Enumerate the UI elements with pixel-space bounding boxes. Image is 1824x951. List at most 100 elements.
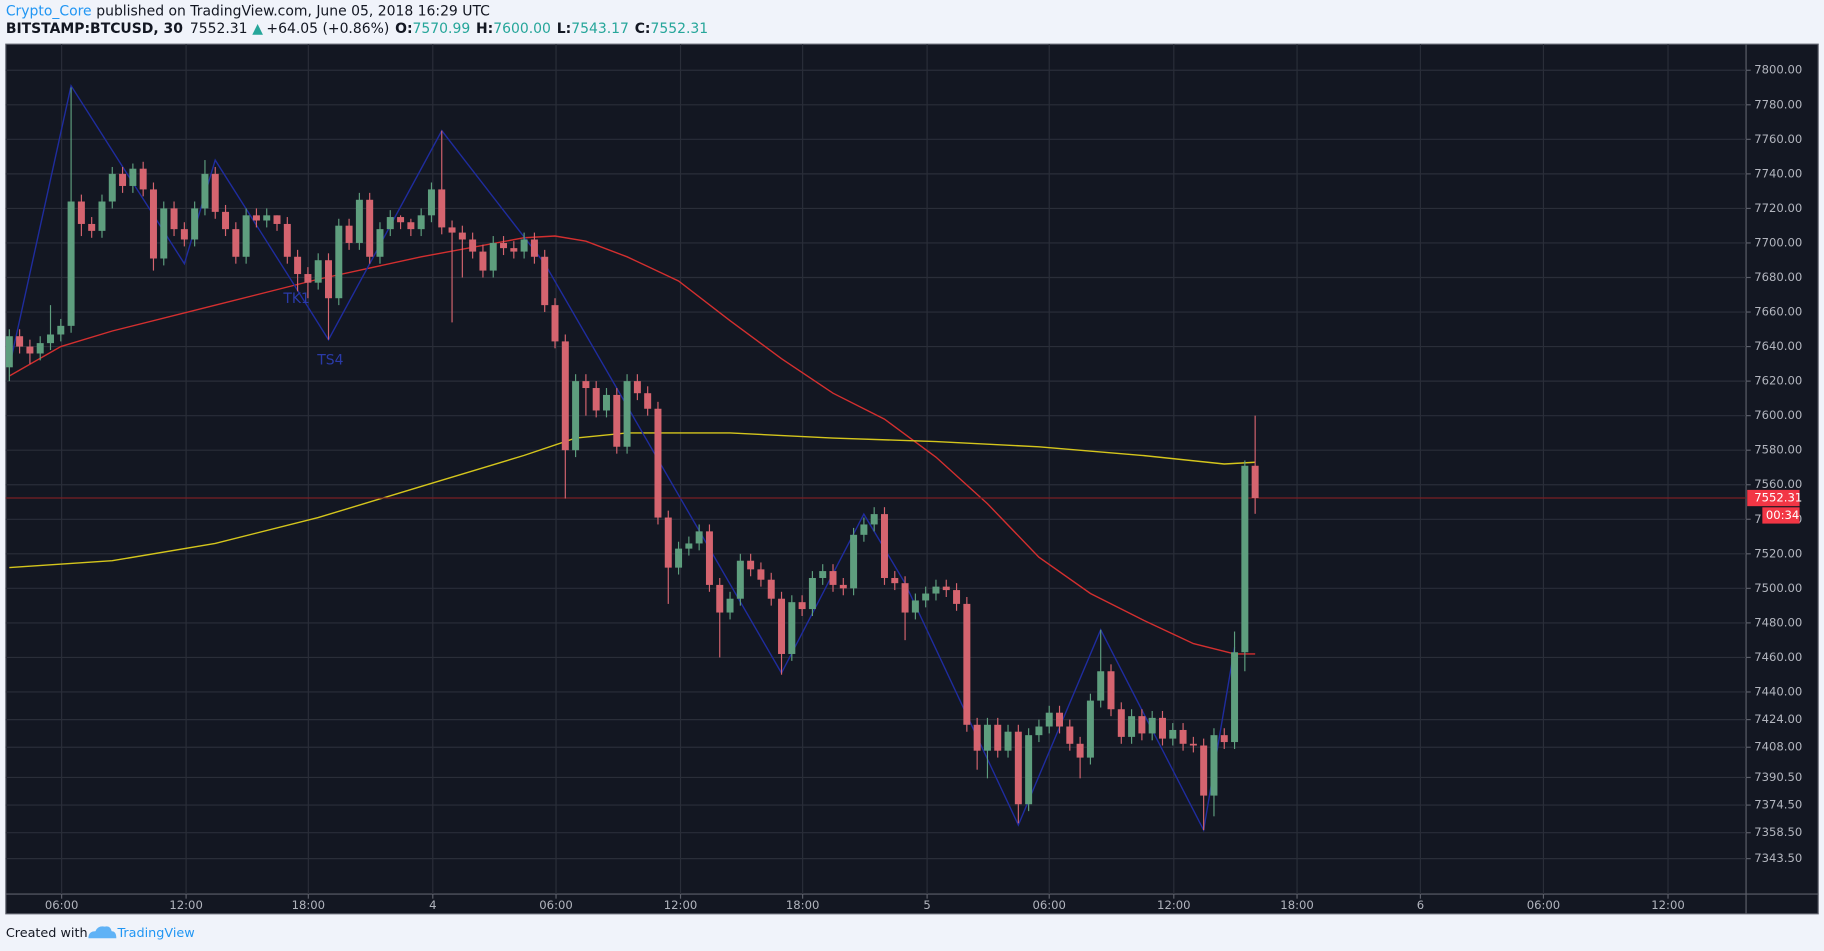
- candle-body: [160, 208, 168, 259]
- candle-body: [654, 408, 662, 518]
- candle-body: [716, 584, 724, 613]
- y-tick-label: 7600.00: [1754, 408, 1802, 422]
- annotation: TK1: [282, 291, 310, 307]
- candle-body: [1097, 671, 1105, 701]
- candle-body: [541, 256, 549, 306]
- y-tick-label: 7720.00: [1754, 201, 1802, 215]
- candle-body: [67, 201, 75, 326]
- y-tick-label: 7700.00: [1754, 235, 1802, 249]
- candle-body: [603, 394, 610, 411]
- candle-body: [469, 239, 477, 252]
- candle-body: [870, 514, 878, 525]
- candle-body: [77, 201, 85, 224]
- candle-body: [582, 381, 590, 389]
- candle-body: [36, 343, 44, 354]
- x-tick-label: 18:00: [786, 898, 819, 912]
- candle-body: [232, 229, 240, 257]
- candle-body: [705, 531, 713, 585]
- candle-body: [922, 593, 930, 601]
- y-tick-label: 7620.00: [1754, 374, 1802, 388]
- chart-panel: [5, 43, 1819, 915]
- y-tick-label: 7390.50: [1754, 770, 1802, 784]
- candle-body: [1138, 716, 1146, 734]
- y-tick-label: 7800.00: [1754, 63, 1802, 77]
- x-tick-label: 18:00: [292, 898, 325, 912]
- candle-body: [500, 242, 508, 249]
- candle-body: [1086, 700, 1094, 758]
- candle-body: [335, 225, 343, 299]
- y-tick-label: 7500.00: [1754, 581, 1802, 595]
- candle-body: [283, 223, 291, 257]
- candle-body: [1045, 712, 1053, 727]
- x-tick-label: 6: [1417, 898, 1424, 912]
- x-tick-label: 12:00: [1651, 898, 1684, 912]
- candle-body: [880, 514, 888, 578]
- candle-body: [1076, 743, 1084, 758]
- candle-body: [510, 248, 518, 252]
- candle-body: [613, 394, 621, 447]
- y-tick-label: 7460.00: [1754, 650, 1802, 664]
- candle-body: [685, 543, 693, 549]
- candle-body: [953, 590, 961, 604]
- candle-body: [1148, 717, 1156, 734]
- candle-body: [407, 222, 415, 230]
- y-tick-label: 7640.00: [1754, 339, 1802, 353]
- candle-body: [901, 583, 909, 613]
- candle-body: [983, 724, 991, 751]
- candle-body: [829, 571, 837, 585]
- l-label: L:: [557, 21, 571, 37]
- candle-body: [5, 336, 13, 368]
- candle-body: [973, 724, 981, 751]
- candle-body: [994, 724, 1002, 751]
- candle-body: [767, 579, 775, 599]
- candle-body: [170, 208, 178, 230]
- y-tick-label: 7560.00: [1754, 477, 1802, 491]
- last: 7552.31: [190, 21, 248, 37]
- footer-brand[interactable]: TradingView: [116, 926, 194, 941]
- countdown: 00:34: [1766, 508, 1799, 522]
- candle-body: [1200, 745, 1208, 796]
- y-tick-label: 7408.00: [1754, 740, 1802, 754]
- candle-body: [1066, 726, 1074, 744]
- y-tick-label: 7358.50: [1754, 825, 1802, 839]
- published: published on TradingView.com, June 05, 2…: [96, 4, 490, 20]
- footer-created: Created with: [6, 926, 88, 941]
- x-tick-label: 06:00: [45, 898, 78, 912]
- y-tick-label: 7660.00: [1754, 305, 1802, 319]
- candle-body: [201, 173, 209, 209]
- h-label: H:: [476, 21, 493, 37]
- candle-body: [119, 173, 127, 186]
- candle-body: [1231, 652, 1239, 743]
- candle-body: [252, 215, 260, 221]
- candle-body: [304, 274, 312, 283]
- price-tag: 7552.31: [1754, 491, 1802, 505]
- candle-body: [572, 381, 580, 451]
- change: +64.05 (+0.86%): [266, 21, 389, 37]
- candle-body: [942, 586, 950, 591]
- candle-body: [1189, 743, 1197, 746]
- candle-body: [1004, 731, 1012, 751]
- candle-body: [911, 600, 919, 613]
- candle-body: [479, 251, 487, 271]
- symbol: BITSTAMP:BTCUSD, 30: [6, 21, 183, 37]
- author[interactable]: Crypto_Core: [6, 4, 92, 20]
- candle-body: [530, 239, 538, 257]
- candle-body: [798, 602, 806, 610]
- indicator-line: [8, 235, 1256, 655]
- candle-body: [592, 388, 600, 411]
- candle-body: [26, 346, 34, 354]
- candle-body: [180, 229, 188, 240]
- candle-body: [57, 325, 65, 335]
- c-label: C:: [635, 21, 651, 37]
- candle-body: [778, 598, 786, 654]
- c-value: 7552.31: [651, 21, 709, 37]
- brand-logo[interactable]: [88, 926, 117, 939]
- candle-body: [294, 256, 302, 275]
- candle-body: [1056, 712, 1064, 727]
- candle-body: [757, 569, 765, 580]
- candle-body: [263, 215, 271, 221]
- candle-body: [1210, 735, 1218, 796]
- candle-body: [891, 577, 899, 584]
